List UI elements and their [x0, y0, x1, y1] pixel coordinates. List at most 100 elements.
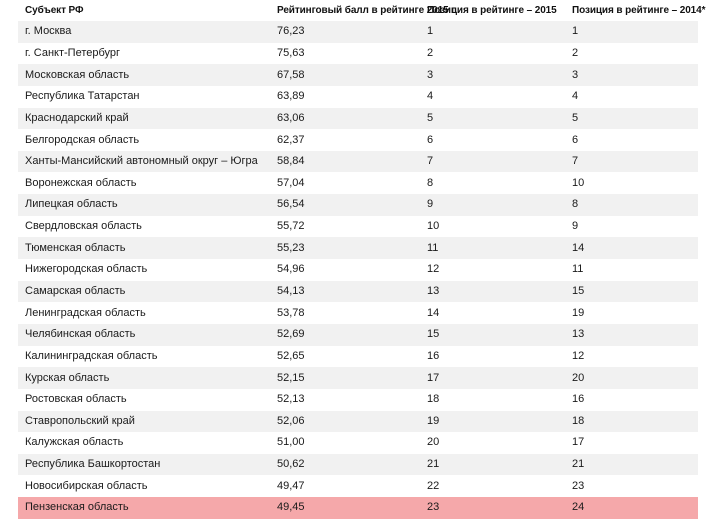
score-cell: 55,23	[277, 241, 305, 254]
pos-2015-cell: 8	[427, 176, 434, 189]
score-cell: 53,78	[277, 306, 305, 319]
table-row: Нижегородская область 54,96 12 11	[18, 259, 698, 281]
table-row: Ханты-Мансийский автономный округ – Югра…	[18, 150, 698, 173]
pos-2014-cell: 20	[572, 371, 585, 384]
column-header-region: Субъект РФ	[25, 4, 84, 16]
score-cell: 56,54	[277, 198, 305, 211]
pos-2015-cell: 21	[427, 458, 440, 471]
table-row: Калининградская область 52,65 16 12	[18, 345, 698, 368]
region-cell: Пензенская область	[25, 501, 129, 514]
table-body: г. Москва 76,23 1 1 г. Санкт-Петербург 75,63 2…	[18, 21, 698, 519]
column-header-score: Рейтинговый балл в рейтинге 2015 г.	[277, 4, 457, 16]
table-header-row: Субъект РФ Рейтинговый балл в рейтинге 2…	[18, 0, 706, 21]
pos-2014-cell: 9	[572, 220, 579, 233]
pos-2014-cell: 11	[572, 263, 584, 276]
table-row: Ростовская область 52,13 18 16	[18, 388, 698, 411]
score-cell: 55,72	[277, 220, 305, 233]
pos-2014-cell: 3	[572, 68, 579, 81]
score-cell: 62,37	[277, 133, 305, 146]
pos-2014-cell: 10	[572, 176, 585, 189]
pos-2014-cell: 15	[572, 285, 585, 297]
region-cell: Новосибирская область	[25, 479, 148, 492]
pos-2014-cell: 24	[572, 501, 585, 514]
score-cell: 52,65	[277, 349, 305, 362]
pos-2014-cell: 1	[572, 25, 579, 38]
region-cell: Калужская область	[25, 436, 124, 449]
table-row: Воронежская область 57,04 8 10	[18, 172, 698, 195]
region-cell: Ставропольский край	[25, 414, 135, 427]
score-cell: 76,23	[277, 25, 305, 38]
pos-2015-cell: 9	[427, 198, 434, 211]
rating-table: Субъект РФ Рейтинговый балл в рейтинге 2…	[18, 0, 706, 519]
table-row: Челябинская область 52,69 15 13	[18, 323, 698, 346]
pos-2015-cell: 6	[427, 133, 434, 146]
region-cell: Воронежская область	[25, 176, 137, 189]
region-cell: Калининградская область	[25, 349, 158, 362]
score-cell: 54,13	[277, 285, 305, 297]
score-cell: 49,47	[277, 479, 305, 492]
table-row: Ставропольский край 52,06 19 18	[18, 410, 698, 433]
pos-2015-cell: 5	[427, 111, 434, 124]
region-cell: Челябинская область	[25, 328, 136, 341]
region-cell: Ханты-Мансийский автономный округ – Югра	[25, 155, 258, 168]
score-cell: 54,96	[277, 263, 305, 276]
score-cell: 51,00	[277, 436, 305, 449]
table-row-highlighted: Пензенская область 49,45 23 24	[18, 497, 698, 519]
region-cell: Ростовская область	[25, 393, 127, 406]
region-cell: Республика Татарстан	[25, 90, 140, 103]
pos-2014-cell: 4	[572, 90, 579, 103]
score-cell: 52,06	[277, 414, 305, 427]
table-row: Республика Татарстан 63,89 4 4	[18, 85, 698, 108]
table-row: г. Москва 76,23 1 1	[18, 21, 698, 43]
pos-2014-cell: 12	[572, 349, 585, 362]
region-cell: Белгородская область	[25, 133, 140, 146]
table-row: Ленинградская область 53,78 14 19	[18, 302, 698, 324]
region-cell: Республика Башкортостан	[25, 458, 161, 471]
pos-2015-cell: 19	[427, 414, 440, 427]
region-cell: Краснодарский край	[25, 111, 129, 124]
pos-2015-cell: 3	[427, 68, 434, 81]
column-header-pos-2014: Позиция в рейтинге – 2014*	[572, 4, 706, 16]
pos-2014-cell: 13	[572, 328, 585, 341]
table-row: Новосибирская область 49,47 22 23	[18, 475, 698, 498]
pos-2015-cell: 2	[427, 46, 434, 59]
pos-2015-cell: 20	[427, 436, 440, 449]
pos-2015-cell: 22	[427, 479, 440, 492]
pos-2014-cell: 7	[572, 155, 579, 168]
pos-2014-cell: 16	[572, 393, 585, 406]
pos-2014-cell: 17	[572, 436, 585, 449]
pos-2014-cell: 18	[572, 414, 585, 427]
region-cell: Липецкая область	[25, 198, 118, 211]
region-cell: Ленинградская область	[25, 306, 146, 319]
table-row: Липецкая область 56,54 9 8	[18, 194, 698, 216]
pos-2015-cell: 15	[427, 328, 440, 341]
region-cell: г. Москва	[25, 25, 72, 38]
region-cell: г. Санкт-Петербург	[25, 46, 121, 59]
table-row: Калужская область 51,00 20 17	[18, 432, 698, 454]
score-cell: 67,58	[277, 68, 305, 81]
table-row: Московская область 67,58 3 3	[18, 64, 698, 86]
pos-2014-cell: 23	[572, 479, 585, 492]
column-header-pos-2015: Позиция в рейтинге – 2015	[427, 4, 557, 16]
table-row: Самарская область 54,13 13 15	[18, 280, 698, 303]
table-row: Свердловская область 55,72 10 9	[18, 215, 698, 238]
pos-2014-cell: 2	[572, 46, 579, 59]
score-cell: 52,13	[277, 393, 305, 406]
pos-2015-cell: 23	[427, 501, 440, 514]
table-row: Краснодарский край 63,06 5 5	[18, 107, 698, 130]
table-row: Курская область 52,15 17 20	[18, 367, 698, 389]
region-cell: Московская область	[25, 68, 130, 81]
score-cell: 63,06	[277, 111, 305, 124]
table-row: Белгородская область 62,37 6 6	[18, 129, 698, 151]
pos-2015-cell: 1	[427, 25, 434, 38]
region-cell: Тюменская область	[25, 241, 126, 254]
pos-2014-cell: 14	[572, 241, 585, 254]
pos-2015-cell: 18	[427, 393, 440, 406]
pos-2014-cell: 6	[572, 133, 579, 146]
pos-2014-cell: 21	[572, 458, 585, 471]
region-cell: Свердловская область	[25, 220, 142, 233]
pos-2015-cell: 11	[427, 241, 439, 254]
region-cell: Курская область	[25, 371, 110, 384]
score-cell: 63,89	[277, 90, 305, 103]
table-row: Республика Башкортостан 50,62 21 21	[18, 453, 698, 476]
